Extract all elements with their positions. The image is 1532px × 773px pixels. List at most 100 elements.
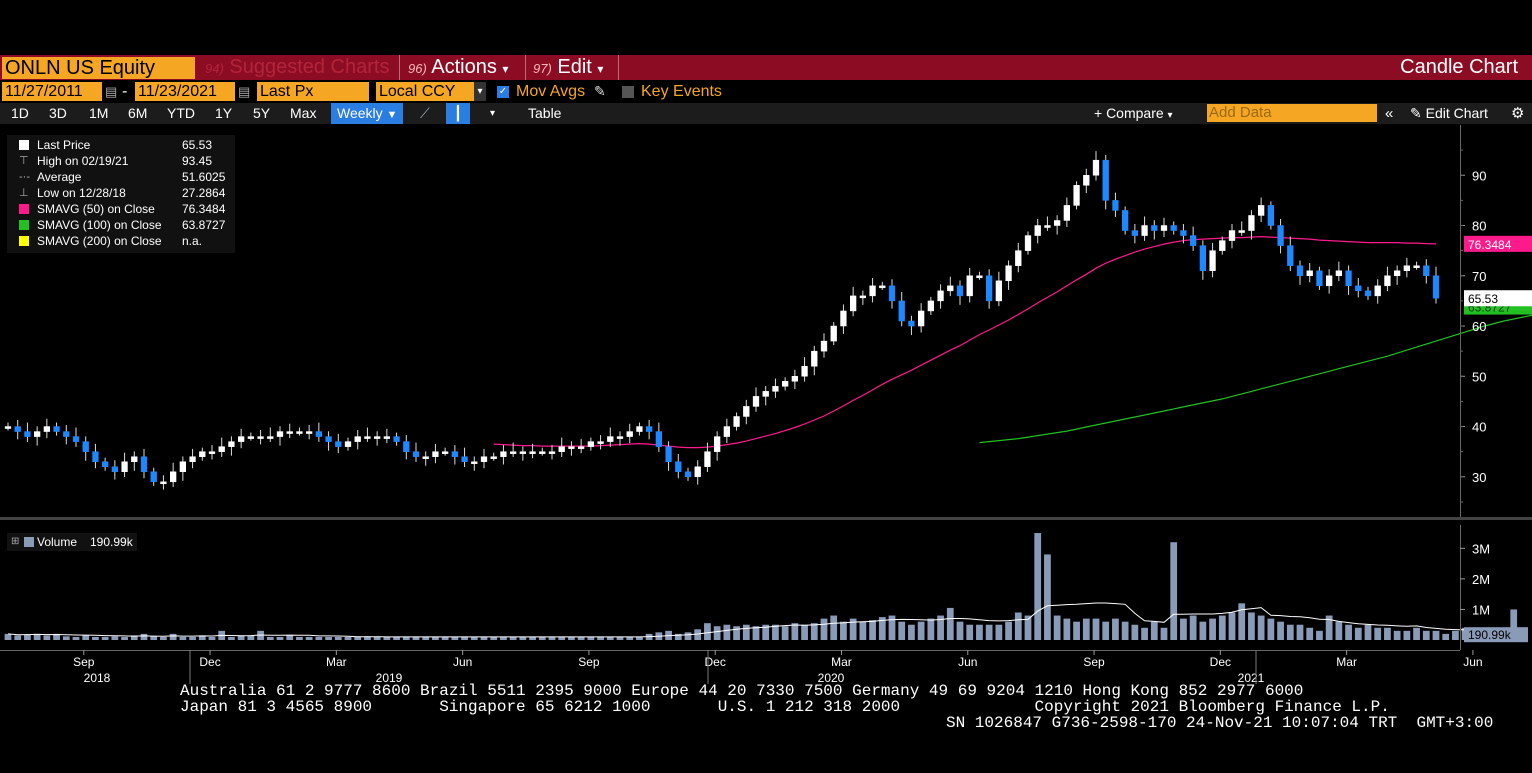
candle-body <box>1432 275 1440 299</box>
candle <box>461 447 468 467</box>
edit-label: Edit <box>557 56 592 78</box>
volume-bar <box>1374 627 1382 640</box>
price-axis-line <box>1460 125 1461 517</box>
line-chart-icon[interactable]: ⟋ <box>420 105 430 121</box>
volume-bar <box>1510 609 1518 640</box>
pencil-icon[interactable]: ✎ <box>594 83 606 99</box>
period-3d[interactable]: 3D <box>49 105 67 121</box>
key-events-checkbox[interactable] <box>622 86 634 98</box>
candle-chart-icon[interactable]: ┃ <box>446 103 470 124</box>
candle-body <box>373 436 381 439</box>
compare-button[interactable]: + Compare ▾ <box>1094 103 1173 124</box>
candle-body <box>1121 210 1129 231</box>
volume-bar <box>820 618 828 640</box>
calendar-icon[interactable]: ▤ <box>238 84 251 99</box>
calendar-icon[interactable]: ▤ <box>105 84 118 99</box>
gear-icon[interactable]: ⚙ <box>1511 105 1525 122</box>
ticker-input[interactable]: ONLN US Equity <box>2 57 195 79</box>
candle-body <box>519 451 527 454</box>
candle <box>539 447 546 456</box>
candle-body <box>1257 205 1265 216</box>
volume-bar <box>636 636 643 640</box>
candle <box>684 467 692 481</box>
start-date-field[interactable]: 11/27/2011 <box>2 82 102 101</box>
volume-bar <box>461 636 468 640</box>
candle <box>1063 197 1071 228</box>
candle <box>150 467 157 486</box>
add-data-input[interactable]: Add Data <box>1207 104 1377 122</box>
edit-chart-button[interactable]: ✎ Edit Chart <box>1410 103 1488 124</box>
volume-bar <box>276 636 284 640</box>
candle-body <box>791 376 799 382</box>
volume-bar <box>1393 630 1401 640</box>
mov-avgs-checkbox[interactable]: ✓ <box>497 86 509 98</box>
suggested-charts-menu[interactable]: 94) Suggested Charts <box>205 55 389 80</box>
month-label: Sep <box>1083 655 1105 669</box>
volume-bar <box>140 633 148 640</box>
candle <box>1180 224 1187 244</box>
period-1d[interactable]: 1D <box>11 105 29 121</box>
chart-type-title: Candle Chart <box>1400 56 1518 78</box>
candle <box>1267 201 1275 230</box>
chart-style-dropdown-icon[interactable]: ▾ <box>490 108 496 119</box>
volume-bar <box>801 624 808 640</box>
volume-bar <box>1150 621 1158 640</box>
actions-menu[interactable]: 96) Actions ▾ <box>408 55 508 80</box>
candle <box>1306 262 1313 283</box>
period-5y[interactable]: 5Y <box>253 105 271 121</box>
candle-body <box>723 426 731 437</box>
candle-body <box>344 441 352 447</box>
candle-body <box>121 461 128 473</box>
period-ytd[interactable]: YTD <box>167 105 195 121</box>
candle <box>645 420 653 440</box>
field-select[interactable]: Last Px <box>257 82 369 101</box>
key-events-label: Key Events <box>641 83 722 100</box>
candle <box>451 445 459 465</box>
legend-value: 27.2864 <box>182 186 226 200</box>
volume-bar <box>354 636 362 640</box>
period-1y[interactable]: 1Y <box>215 105 233 121</box>
end-date-field[interactable]: 11/23/2021 <box>135 82 235 101</box>
expand-icon[interactable]: ⊞ <box>11 536 20 547</box>
period-6m[interactable]: 6M <box>128 105 148 121</box>
period-max[interactable]: Max <box>290 105 317 121</box>
actions-number: 96) <box>408 61 427 76</box>
period-1m[interactable]: 1M <box>89 105 109 121</box>
price-tick-label: 60 <box>1472 319 1486 334</box>
month-label: Dec <box>1210 655 1231 669</box>
table-button[interactable]: Table <box>528 105 562 121</box>
candle <box>966 267 973 303</box>
volume-bar <box>1248 612 1255 640</box>
volume-bar <box>1325 615 1333 640</box>
candle <box>4 422 12 431</box>
candle <box>1131 224 1139 244</box>
candle <box>14 420 21 440</box>
candle-body <box>607 436 614 442</box>
candle <box>509 442 517 457</box>
volume-tick-label: 1M <box>1472 602 1490 617</box>
edit-chart-label: Edit Chart <box>1425 105 1488 121</box>
volume-bar <box>1160 627 1168 640</box>
candle-body <box>393 436 400 442</box>
candle-body <box>879 285 886 289</box>
frequency-select[interactable]: Weekly ▼ <box>331 103 404 124</box>
legend-value: 65.53 <box>182 138 213 152</box>
candle <box>393 432 400 446</box>
candle-body <box>985 275 993 302</box>
edit-menu[interactable]: 97) Edit ▾ <box>533 55 603 80</box>
candle-body <box>422 456 429 459</box>
candle <box>665 441 672 471</box>
candle-body <box>675 461 682 473</box>
collapse-icon[interactable]: « <box>1385 105 1394 122</box>
price-tick-label: 30 <box>1472 470 1486 485</box>
candle-body <box>1355 285 1362 292</box>
footer-session: SN 1026847 G736-2598-170 24-Nov-21 10:07… <box>946 714 1494 732</box>
legend-swatch <box>24 537 34 547</box>
candle <box>772 378 779 398</box>
candle <box>1151 220 1158 240</box>
candle-body <box>500 451 507 457</box>
currency-select[interactable]: Local CCY <box>376 82 474 101</box>
sma100-line <box>979 314 1532 444</box>
volume-bar <box>189 636 196 640</box>
currency-dropdown-icon[interactable]: ▾ <box>474 82 486 101</box>
